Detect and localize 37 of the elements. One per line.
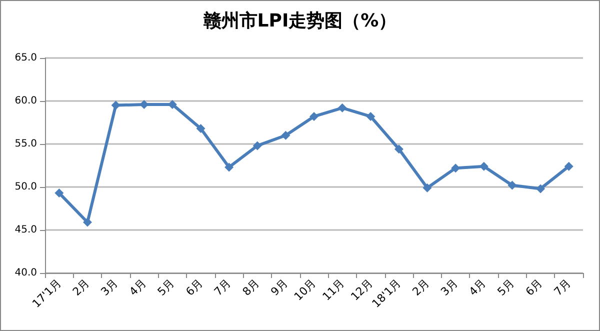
x-tick-label: 3月 — [438, 276, 460, 298]
y-tick-label: 65.0 — [14, 52, 37, 64]
chart-title: 赣州市LPI走势图（%） — [202, 10, 397, 32]
point — [54, 188, 64, 198]
x-tick-label: 4月 — [126, 276, 149, 298]
x-tick-label: 5月 — [494, 276, 517, 298]
x-tick-label: 6月 — [183, 276, 206, 298]
point — [366, 112, 376, 121]
x-tick-label: 6月 — [523, 276, 546, 298]
x-tick-label: 10月 — [292, 276, 319, 304]
x-tick-label: 7月 — [552, 276, 574, 298]
x-tick-label: 3月 — [98, 276, 120, 298]
x-tick-label: 2月 — [70, 276, 92, 298]
point — [422, 183, 432, 192]
point — [310, 112, 318, 121]
point — [82, 218, 92, 227]
point — [196, 124, 206, 134]
x-tick-label: 7月 — [212, 276, 234, 298]
y-tick-label: 50.0 — [14, 182, 37, 192]
point — [224, 162, 234, 172]
x-tick-label: 4月 — [466, 276, 488, 298]
y-tick-label: 45.0 — [14, 224, 37, 236]
point — [564, 162, 574, 171]
point — [508, 180, 517, 190]
point — [338, 103, 347, 112]
x-tick-label: 5月 — [155, 276, 178, 298]
x-tick-label: 2月 — [410, 276, 432, 298]
point — [252, 141, 262, 150]
x-tick-label: 8月 — [240, 276, 262, 298]
x-tick-label: 11月 — [320, 276, 347, 304]
point — [394, 144, 404, 154]
point — [536, 184, 546, 194]
point — [281, 130, 290, 140]
y-tick-label: 40.0 — [14, 268, 37, 278]
y-tick-label: 55.0 — [14, 138, 37, 150]
x-tick-label: 9月 — [268, 276, 290, 298]
y-tick-label: 60.0 — [14, 96, 37, 106]
